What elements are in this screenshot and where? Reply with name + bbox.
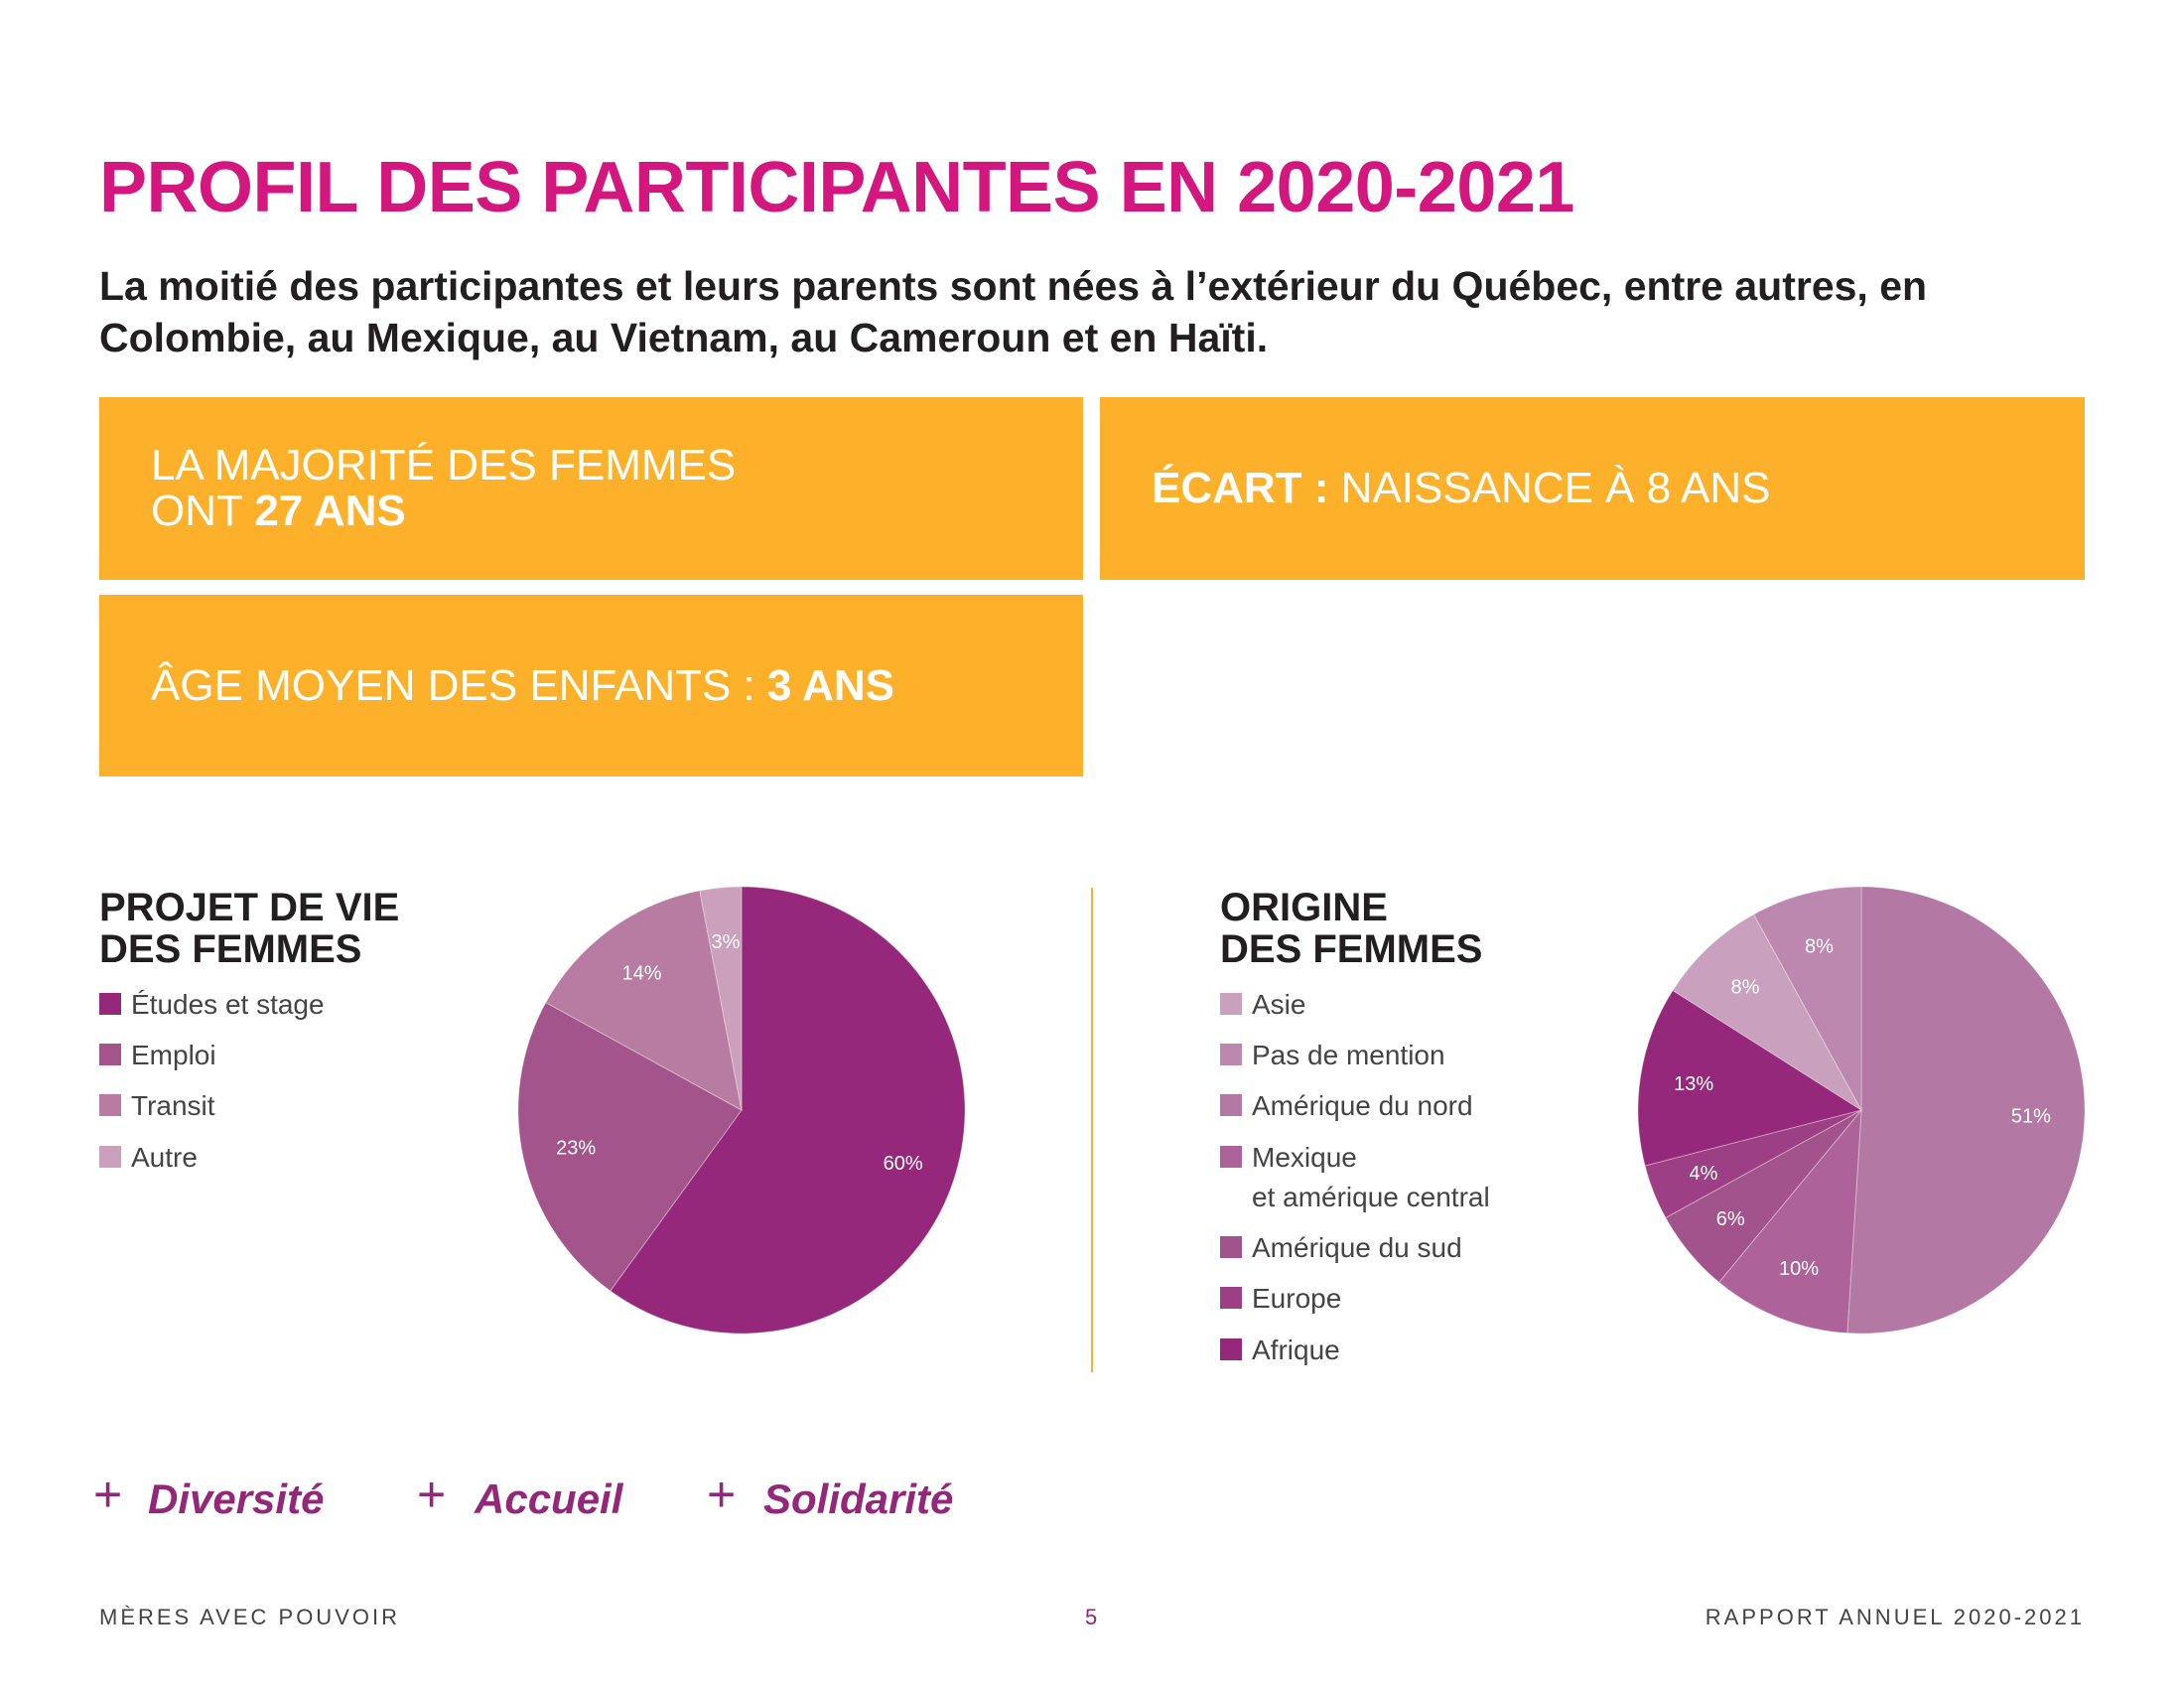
legend-label: Transit [131, 1090, 215, 1121]
legend-swatch [1220, 1287, 1242, 1309]
legend-swatch [1220, 1094, 1242, 1116]
pie-slice-label: 60% [884, 1153, 923, 1175]
tag-accueil: Accueil [475, 1476, 623, 1522]
chart-title-projet: PROJET DE VIE DES FEMMES [99, 887, 399, 970]
legend-swatch [99, 993, 121, 1015]
legend-swatch [1220, 1236, 1242, 1258]
legend-swatch [1220, 1044, 1242, 1065]
stat-value: 27 ANS [254, 487, 406, 535]
stat-value: 3 ANS [767, 660, 894, 710]
chart-title-origine: ORIGINE DES FEMMES [1220, 887, 1482, 970]
chart-title-line: ORIGINE [1220, 886, 1388, 929]
page-number: 5 [1085, 1605, 1098, 1629]
pie-slice [1717, 1108, 1862, 1335]
pie-slice-label: 4% [1690, 1163, 1718, 1185]
plus-icon: + [93, 1467, 123, 1522]
pie-slice [699, 886, 743, 1111]
legend-swatch [99, 1146, 121, 1168]
legend-label: Mexique [1252, 1142, 1357, 1173]
page-title: PROFIL DES PARTICIPANTES EN 2020-2021 [99, 148, 1574, 227]
legend-label: Amérique du sud [1252, 1232, 1462, 1263]
pie-slice [545, 890, 743, 1111]
legend-swatch [1220, 1338, 1242, 1360]
legend-swatch [1220, 1146, 1242, 1168]
legend-item: Europe [1220, 1281, 1341, 1317]
legend-item: Afrique [1220, 1333, 1340, 1368]
pie-slice-label: 8% [1730, 976, 1759, 998]
legend-item: Emploi [99, 1038, 216, 1073]
legend-item: Amérique du sud [1220, 1230, 1462, 1266]
legend-label: Pas de mention [1252, 1040, 1445, 1070]
pie-slice-label: 13% [1674, 1073, 1713, 1095]
pie-chart-origine: 51% 10% 6% 4% 13% 8% 8% [1637, 886, 2086, 1335]
chart-title-line: DES FEMMES [99, 927, 362, 971]
legend-item: Asie [1220, 987, 1305, 1023]
stat-label: ÉCART : [1152, 464, 1329, 512]
pie-slice [1644, 1109, 1862, 1219]
pie-chart-projet: 60% 23% 14% 3% [517, 886, 966, 1335]
pie-slice-label: 10% [1779, 1258, 1819, 1280]
footer-report: RAPPORT ANNUEL 2020-2021 [1705, 1605, 2085, 1629]
legend-label: Europe [1252, 1283, 1342, 1314]
legend-swatch [99, 1094, 121, 1116]
legend-swatch [1220, 993, 1242, 1015]
legend-item: Amérique du nord [1220, 1088, 1473, 1124]
pie-slice-label: 8% [1805, 935, 1834, 957]
legend-item: Pas de mention [1220, 1038, 1445, 1073]
legend-label: Afrique [1252, 1335, 1340, 1365]
stat-box-age-majority: LA MAJORITÉ DES FEMMES ONT 27 ANS [99, 397, 1083, 580]
pie-slice [610, 886, 966, 1335]
plus-icon: + [707, 1467, 737, 1522]
tag-diversite: Diversité [148, 1476, 325, 1522]
pie-slice-label: 23% [556, 1137, 596, 1159]
pie-slice [1752, 886, 1862, 1111]
pie-slice [1672, 914, 1862, 1111]
divider [1091, 888, 1093, 1372]
stat-box-gap: ÉCART : NAISSANCE À 8 ANS [1100, 397, 2085, 580]
legend-label: Autre [131, 1142, 198, 1173]
legend-label: Asie [1252, 989, 1306, 1020]
page-subtitle: La moitié des participantes et leurs par… [99, 263, 1928, 360]
pie-slice [1846, 886, 2086, 1335]
stat-label: ÂGE MOYEN DES ENFANTS : [151, 660, 768, 710]
stat-value: NAISSANCE À 8 ANS [1328, 464, 1771, 512]
legend-item: Études et stage [99, 987, 325, 1023]
pie-slice [1665, 1109, 1862, 1284]
plus-icon: + [417, 1467, 447, 1522]
pie-slice [1637, 989, 1863, 1167]
pie-slice-label: 51% [2011, 1105, 2051, 1127]
legend-label: Emploi [131, 1040, 216, 1070]
pie-slice-label: 14% [621, 963, 661, 985]
pie-slice-label: 3% [711, 931, 740, 953]
legend-label: Amérique du nord [1252, 1090, 1473, 1121]
chart-title-line: PROJET DE VIE [99, 886, 400, 929]
tag-solidarite: Solidarité [763, 1476, 954, 1522]
legend-item: Autre [99, 1140, 198, 1176]
pie-slice-label: 6% [1716, 1208, 1745, 1230]
pie-slice [517, 1001, 743, 1292]
legend-swatch [99, 1044, 121, 1065]
stat-label: ONT [151, 487, 255, 535]
legend-label: et amérique central [1252, 1182, 1490, 1212]
footer-organization: MÈRES AVEC POUVOIR [99, 1605, 400, 1629]
stat-label: LA MAJORITÉ DES FEMMES [151, 441, 737, 490]
stat-box-children-age: ÂGE MOYEN DES ENFANTS : 3 ANS [99, 595, 1083, 776]
chart-title-line: DES FEMMES [1220, 927, 1483, 971]
legend-item: Mexique et amérique central [1220, 1140, 1490, 1217]
legend-item: Transit [99, 1088, 215, 1124]
legend-label: Études et stage [131, 989, 325, 1020]
